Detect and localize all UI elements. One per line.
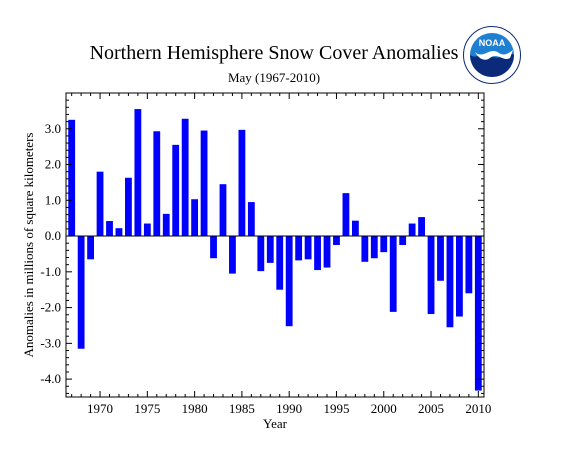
bar-1996 [342,193,350,237]
x-tick-label: 1985 [229,401,255,416]
bar-1975 [143,223,151,237]
x-tick-label: 1990 [276,401,302,416]
bar-1985 [238,129,246,237]
bar-1981 [200,130,208,237]
bar-2002 [399,236,407,245]
bar-2001 [389,236,397,312]
bar-1977 [162,213,170,237]
x-tick-label: 1975 [134,401,160,416]
bar-1999 [370,236,378,259]
ticks-group: 3.0 2.0 1.0 0.0 -1.0 -2.0 -3.0 -4.0 1970 1975 1980… [40,93,491,416]
bar-2005 [427,236,435,315]
y-tick-label: -2.0 [40,300,61,315]
bar-2007 [446,236,454,328]
bar-1970 [96,171,104,237]
bar-1968 [77,236,85,349]
bar-2009 [465,236,473,294]
bar-1982 [210,236,217,259]
bar-1978 [172,144,180,237]
bar-1998 [361,236,369,262]
bar-1967 [68,119,76,237]
y-tick-label: 1.0 [45,192,61,207]
chart-title: Northern Hemisphere Snow Cover Anomalies [89,42,459,64]
plot-frame [65,92,485,398]
x-tick-label: 1995 [323,401,349,416]
bar-1980 [191,199,199,237]
y-tick-label: 3.0 [45,121,61,136]
bar-1984 [229,236,236,274]
y-axis-title: Anomalies in millions of square kilomete… [21,133,36,358]
bar-1997 [351,220,359,237]
bar-1983 [219,184,227,237]
bar-1989 [276,236,284,290]
bar-2008 [456,236,463,317]
bar-1973 [125,177,132,237]
x-axis-title: Year [263,416,288,431]
bar-1995 [333,236,340,245]
bar-1976 [153,131,161,237]
bar-1988 [266,236,274,263]
bar-1994 [323,236,331,268]
bar-1990 [285,236,293,327]
bar-1969 [87,236,94,260]
bar-1987 [257,236,265,272]
bar-1992 [304,236,312,260]
bar-1986 [247,202,255,237]
x-tick-label: 1980 [182,401,208,416]
y-tick-label: 2.0 [45,157,61,172]
y-tick-label: -4.0 [40,371,61,386]
bar-1979 [181,118,189,237]
bar-2010 [474,236,482,391]
bar-2006 [437,236,444,281]
bars-group [68,109,482,391]
x-tick-label: 2005 [418,401,444,416]
x-tick-label: 2000 [371,401,397,416]
bar-1993 [314,236,321,271]
bar-2000 [380,236,388,253]
bar-2004 [418,217,425,237]
y-tick-label: -3.0 [40,335,61,350]
x-tick-label: 1970 [87,401,113,416]
bar-1971 [106,221,113,237]
bar-1974 [134,109,142,237]
noaa-logo: NOAA [463,26,521,84]
bar-1991 [295,236,303,261]
y-tick-label: 0.0 [45,228,61,243]
chart-subtitle: May (1967-2010) [227,70,321,85]
y-tick-label: -1.0 [40,264,61,279]
logo-text: NOAA [479,38,506,48]
x-tick-label: 2010 [465,401,491,416]
bar-1972 [115,228,123,237]
bar-2003 [408,223,416,237]
